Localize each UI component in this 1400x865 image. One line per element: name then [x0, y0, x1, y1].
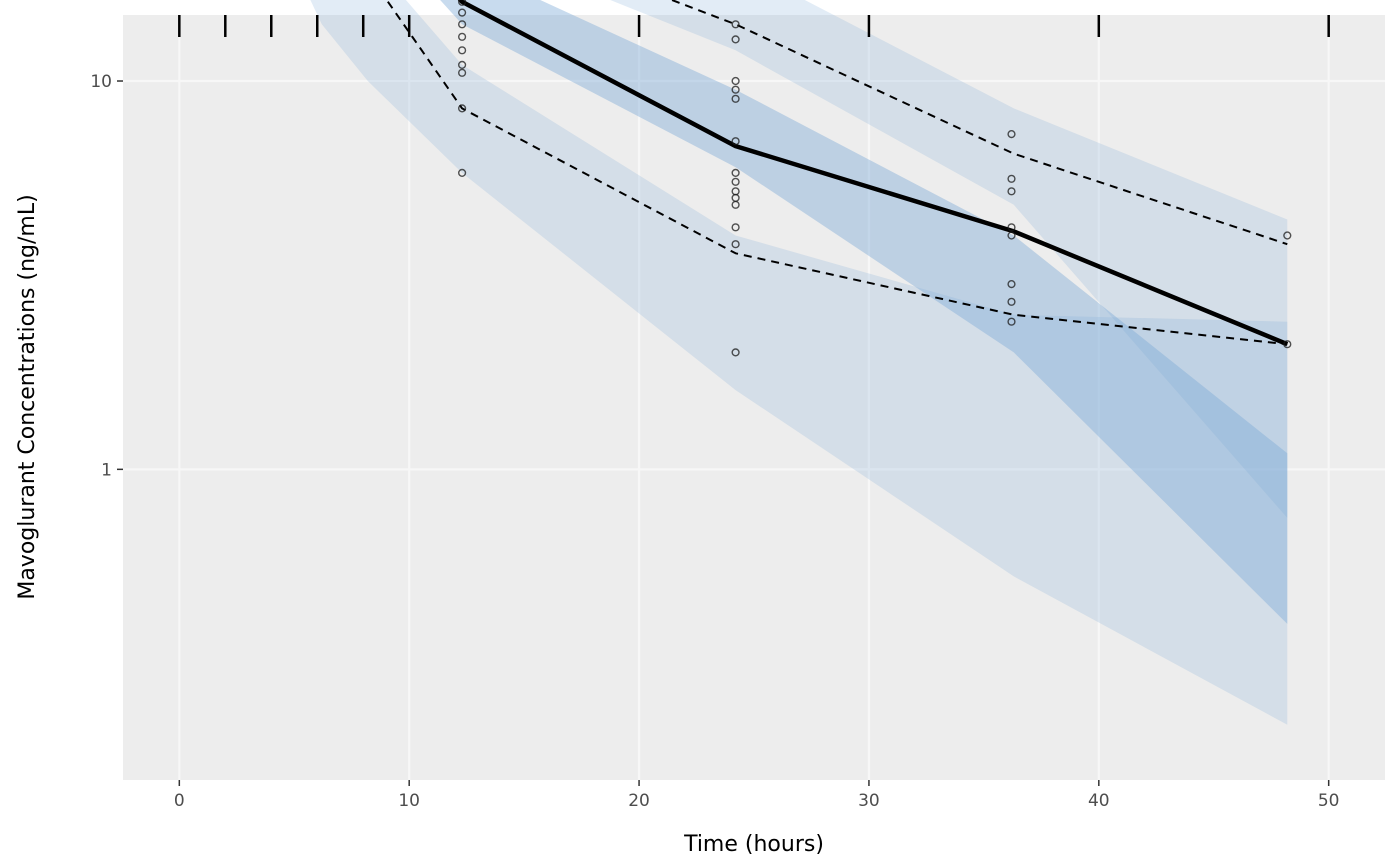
observation-point	[731, 240, 740, 249]
observation-point	[458, 32, 467, 41]
observation-point	[1007, 280, 1016, 289]
observation-point	[458, 68, 467, 77]
observation-point	[731, 35, 740, 44]
observation-point	[731, 223, 740, 232]
lower-percentile-pi-band	[310, 0, 1288, 725]
plot-panel	[123, 15, 1385, 780]
observation-point	[458, 20, 467, 29]
observation-point	[1007, 187, 1016, 196]
observation-point	[458, 0, 467, 6]
observation-point	[731, 76, 740, 86]
y-axis-title: Mavoglurant Concentrations (ng/mL)	[15, 194, 40, 599]
time-rug	[178, 15, 1330, 37]
x-tick-label: 20	[628, 791, 650, 811]
upper-percentile-pi-band	[610, 0, 1288, 518]
observation-point	[458, 60, 467, 70]
y-tick-label: 1	[101, 460, 112, 480]
observed-median-line	[457, 0, 1289, 347]
grid-lines	[123, 15, 1385, 780]
observation-point	[458, 104, 467, 113]
prediction-interval-bands	[310, 0, 1288, 725]
observed-points	[458, 0, 1292, 357]
observation-point	[1007, 231, 1016, 240]
observation-point	[458, 168, 467, 178]
observation-point	[1283, 231, 1292, 240]
observation-point	[731, 177, 740, 186]
y-tick-label: 10	[90, 72, 112, 92]
observation-point	[1007, 223, 1016, 232]
observation-point	[1007, 317, 1016, 326]
observation-point	[1007, 174, 1016, 183]
observation-point	[1283, 340, 1292, 349]
observation-point	[1007, 297, 1016, 306]
x-tick-label: 50	[1318, 791, 1340, 811]
observation-point	[731, 85, 740, 94]
x-tick-label: 30	[858, 791, 880, 811]
observation-point	[1007, 130, 1016, 139]
observation-point	[731, 137, 740, 146]
x-tick-label: 0	[174, 791, 185, 811]
observation-point	[731, 348, 740, 357]
observed-95th-percentile-line	[669, 0, 1288, 246]
x-tick-label: 10	[398, 791, 420, 811]
observation-point	[731, 200, 740, 209]
x-axis-title: Time (hours)	[683, 832, 824, 857]
observed-percentile-lines	[385, 0, 1289, 347]
axes: 010203040501101001000	[90, 72, 1340, 811]
observation-point	[731, 94, 740, 103]
x-tick-label: 40	[1088, 791, 1110, 811]
observation-point	[731, 168, 740, 178]
observation-point	[731, 20, 740, 29]
observation-point	[458, 8, 467, 17]
observation-point	[458, 46, 467, 55]
